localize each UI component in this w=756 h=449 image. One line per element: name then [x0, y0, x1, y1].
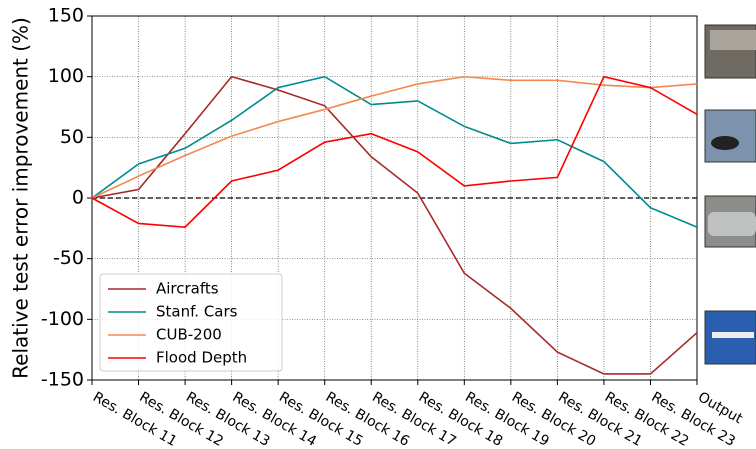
series-line: [91, 75, 698, 199]
series-line: [91, 75, 698, 375]
legend-box: [99, 273, 283, 372]
legend-label: Stanf. Cars: [156, 303, 238, 321]
thumbnail-detail: [710, 30, 756, 50]
y-tick-label: -150: [41, 369, 84, 391]
thumbnail: [704, 109, 756, 163]
thumbnail-detail: [712, 332, 754, 338]
y-tick-label: -100: [41, 308, 84, 330]
thumbnail-detail: [711, 136, 739, 150]
y-tick-label: 0: [72, 187, 84, 209]
y-tick-label: 50: [60, 126, 84, 148]
series-line: [91, 75, 698, 228]
y-tick-label: -50: [53, 247, 84, 269]
legend-label: Aircrafts: [156, 280, 219, 298]
thumbnail-detail: [708, 212, 756, 236]
legend-label: Flood Depth: [156, 349, 247, 367]
thumbnails: [704, 24, 756, 365]
y-axis-label: Relative test error improvement (%): [9, 17, 33, 379]
legend-label: CUB-200: [156, 326, 222, 344]
series-line: [91, 75, 698, 228]
y-tick-label: 150: [48, 5, 84, 27]
y-tick-label: 100: [48, 65, 84, 87]
